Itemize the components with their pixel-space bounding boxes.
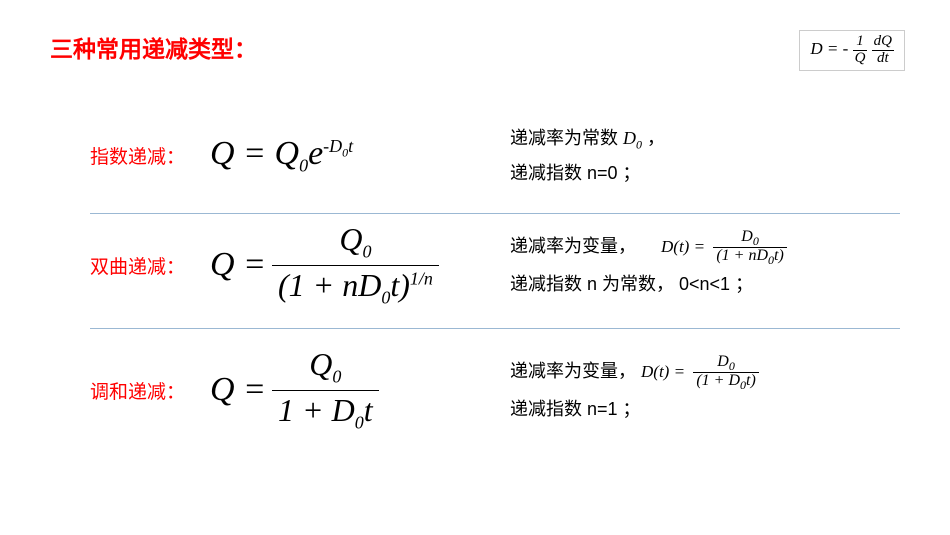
row-description: 递减率为变量， D(t) = D0 (1 + D0t) 递减指数 n=1 ； bbox=[510, 354, 900, 427]
def-frac1: 1 Q bbox=[853, 34, 868, 67]
page-title: 三种常用递减类型： bbox=[50, 30, 257, 64]
def-frac2: dQ dt bbox=[872, 34, 894, 67]
row-description: 递减率为变量， D(t) = D0 (1 + nD0t) 递减指数 n 为常数，… bbox=[510, 229, 900, 302]
separator bbox=[90, 328, 900, 329]
row-formula: Q = Q0 1 + D0t bbox=[210, 347, 510, 432]
row-harmonic: 调和递减： Q = Q0 1 + D0t 递减率为变量， D(t) = D0 (… bbox=[90, 335, 900, 445]
def-lhs: D = bbox=[810, 39, 838, 58]
row-formula: Q = Q0 (1 + nD0t)1/n bbox=[210, 222, 510, 307]
row-formula: Q = Q0e-D0t bbox=[210, 135, 510, 176]
separator bbox=[90, 213, 900, 214]
row-label: 调和递减： bbox=[90, 377, 210, 404]
dt-formula: D(t) = D0 (1 + nD0t) bbox=[661, 237, 787, 256]
def-minus: - bbox=[843, 39, 849, 58]
dt-formula: D(t) = D0 (1 + D0t) bbox=[641, 362, 759, 381]
row-description: 递减率为常数 D0 ， 递减指数 n=0 ； bbox=[510, 121, 900, 191]
row-hyperbolic: 双曲递减： Q = Q0 (1 + nD0t)1/n 递减率为变量， D(t) … bbox=[90, 215, 900, 315]
row-label: 指数递减： bbox=[90, 142, 210, 169]
definition-formula: D = - 1 Q dQ dt bbox=[799, 30, 905, 71]
row-label: 双曲递减： bbox=[90, 252, 210, 279]
row-exponential: 指数递减： Q = Q0e-D0t 递减率为常数 D0 ， 递减指数 n=0 ； bbox=[90, 108, 900, 203]
